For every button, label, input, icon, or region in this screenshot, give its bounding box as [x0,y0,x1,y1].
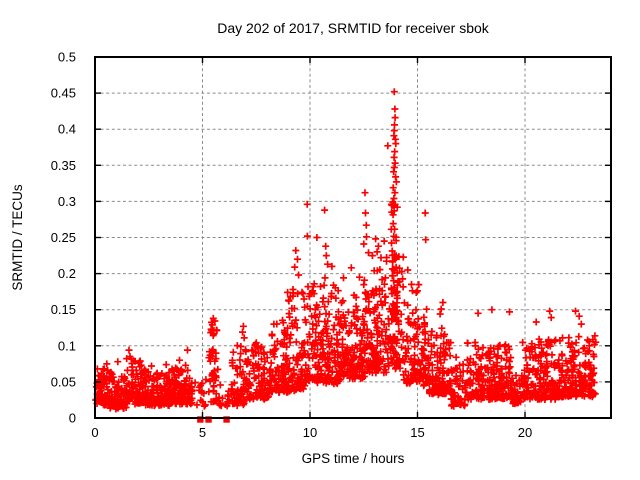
y-tick-label: 0.15 [51,302,76,317]
y-tick-label: 0.1 [58,338,76,353]
zero-square-marker [205,416,212,423]
y-tick-label: 0.3 [58,194,76,209]
y-tick-label: 0.05 [51,374,76,389]
y-tick-label: 0.5 [58,50,76,65]
x-tick-label: 15 [410,425,424,440]
data-points-layer [92,88,600,423]
axis-ticks [94,56,611,419]
y-tick-label: 0.4 [58,122,76,137]
y-tick-label: 0 [69,411,76,426]
y-tick-label: 0.35 [51,158,76,173]
x-axis-label: GPS time / hours [302,451,405,466]
x-tick-label: 20 [518,425,532,440]
x-tick-label: 10 [303,425,317,440]
zero-value-markers [197,416,230,423]
x-tick-label: 5 [199,425,206,440]
chart-title: Day 202 of 2017, SRMTID for receiver sbo… [217,20,490,36]
zero-square-marker [223,416,230,423]
y-tick-labels: 0 0.05 0.1 0.15 0.2 0.25 0.3 0.35 0.4 0.45 0.5 [51,50,76,426]
x-tick-labels: 0 5 10 15 20 [91,425,532,440]
y-tick-label: 0.2 [58,266,76,281]
x-tick-label: 0 [91,425,98,440]
y-axis-label: SRMTID / TECUs [10,184,25,291]
y-tick-label: 0.45 [51,86,76,101]
data-points-series [92,88,600,413]
zero-square-marker [197,416,204,423]
y-tick-label: 0.25 [51,230,76,245]
